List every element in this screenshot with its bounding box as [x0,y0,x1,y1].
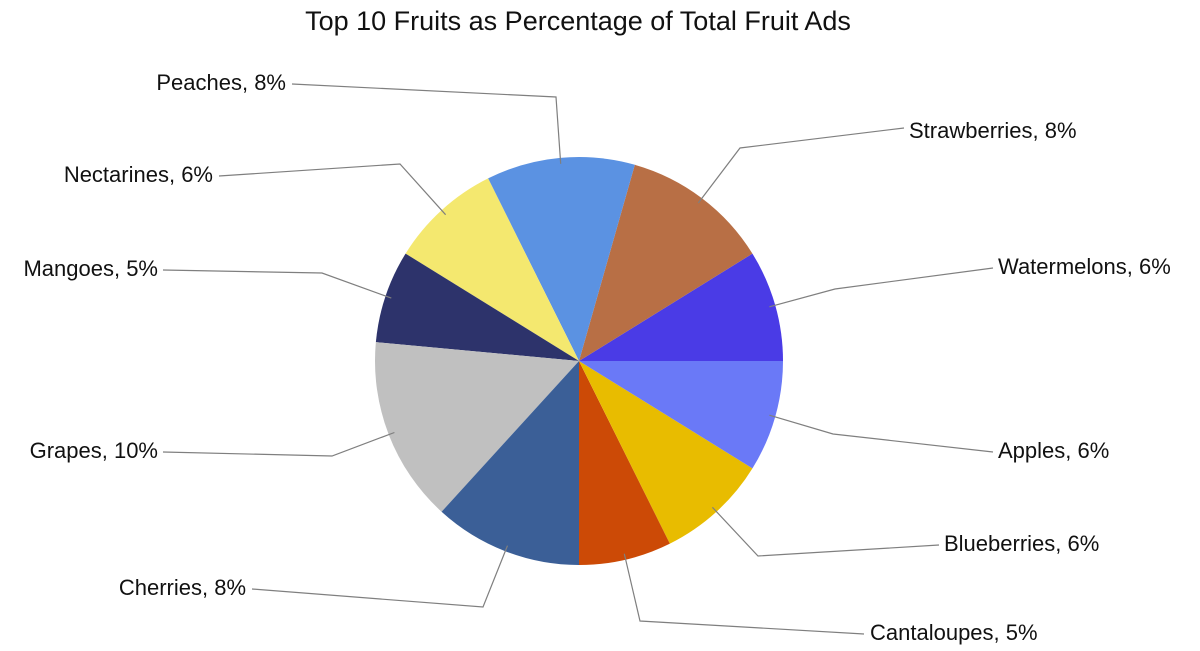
slice-label-strawberries: Strawberries, 8% [909,118,1077,143]
slice-label-cantaloupes: Cantaloupes, 5% [870,620,1038,645]
leader-line-peaches [291,83,562,164]
slice-label-mangoes: Mangoes, 5% [23,256,158,281]
pie-slice-blueberries [579,361,753,544]
pie-slice-mangoes [375,253,579,361]
leader-line-cantaloupes [623,553,865,635]
slice-label-cherries: Cherries, 8% [119,575,246,600]
pie-slice-apples [579,361,783,469]
pie-slice-cantaloupes [579,361,670,565]
slice-label-watermelons: Watermelons, 6% [998,254,1171,279]
slice-label-peaches: Peaches, 8% [156,70,286,95]
slice-label-blueberries: Blueberries, 6% [944,531,1099,556]
slice-label-apples: Apples, 6% [998,438,1109,463]
chart-title: Top 10 Fruits as Percentage of Total Fru… [305,6,851,36]
pie-slice-strawberries [579,164,753,361]
leader-line-strawberries [697,127,905,204]
slice-label-grapes: Grapes, 10% [30,438,158,463]
leader-lines [162,83,994,635]
pie-slice-cherries [441,361,579,565]
pie-slices [375,157,783,565]
leader-line-apples [769,414,994,453]
leader-line-mangoes [162,269,392,299]
pie-slice-grapes [375,342,579,512]
leader-line-grapes [162,431,395,457]
slice-labels: Watermelons, 6% Strawberries, 8% Peaches, … [23,70,1170,645]
leader-line-watermelons [769,267,994,308]
pie-slice-nectarines [405,178,579,361]
leader-line-cherries [251,545,509,608]
slice-label-nectarines: Nectarines, 6% [64,162,213,187]
pie-slice-peaches [488,157,635,361]
pie-slice-watermelons [579,253,783,361]
leader-line-blueberries [711,506,940,557]
leader-line-nectarines [218,163,447,216]
